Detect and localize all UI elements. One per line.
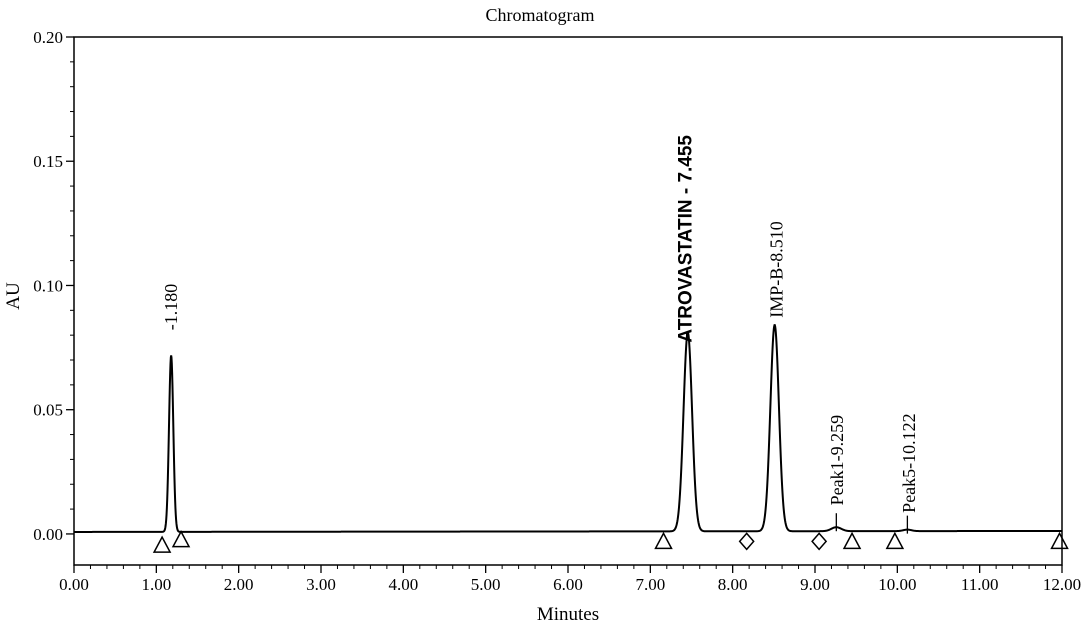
- triangle-marker: [1050, 531, 1069, 550]
- plot-area: 0.00 1.00 2.00 3.00 4.00 5.00 6.00 7.00 8.00 9.00…: [33, 28, 1081, 594]
- peak-label: -1.180: [161, 284, 181, 331]
- y-tick-label: 0.10: [33, 276, 63, 295]
- triangle-marker: [171, 530, 191, 548]
- diamond-marker: [738, 532, 755, 551]
- x-tick-label: 12.00: [1043, 575, 1081, 594]
- diamond-marker: [811, 532, 828, 551]
- peak-label: ATROVASTATIN - 7.455: [676, 135, 697, 343]
- y-tick-label: 0.20: [33, 28, 63, 47]
- y-axis-label: AU: [3, 282, 24, 310]
- chart-title: Chromatogram: [486, 5, 595, 25]
- x-tick-label: 4.00: [388, 575, 418, 594]
- peak-label: Peak5-10.122: [899, 413, 919, 512]
- x-axis-label: Minutes: [537, 604, 599, 625]
- plot-frame: [73, 36, 1063, 566]
- x-tick-label: 3.00: [306, 575, 336, 594]
- y-tick-label: 0.05: [33, 401, 63, 420]
- x-tick-label: 6.00: [553, 575, 583, 594]
- triangle-marker: [885, 531, 905, 550]
- peak-label: Peak1-9.259: [827, 415, 847, 505]
- x-tick-label: 9.00: [800, 575, 830, 594]
- x-tick-label: 8.00: [718, 575, 748, 594]
- x-tick-label: 5.00: [471, 575, 501, 594]
- triangle-marker: [842, 531, 862, 550]
- x-tick-label: 0.00: [59, 575, 89, 594]
- triangle-marker: [152, 535, 172, 553]
- y-tick-label: 0.15: [33, 152, 63, 171]
- x-tick-label: 7.00: [635, 575, 665, 594]
- peak-label: IMP-B-8.510: [766, 221, 786, 318]
- signal-trace: [74, 324, 1062, 533]
- triangle-marker: [654, 531, 673, 550]
- x-tick-label: 1.00: [141, 575, 171, 594]
- x-tick-label: 11.00: [961, 575, 999, 594]
- x-tick-label: 10.00: [878, 575, 916, 594]
- x-tick-label: 2.00: [224, 575, 254, 594]
- y-tick-label: 0.00: [33, 525, 63, 544]
